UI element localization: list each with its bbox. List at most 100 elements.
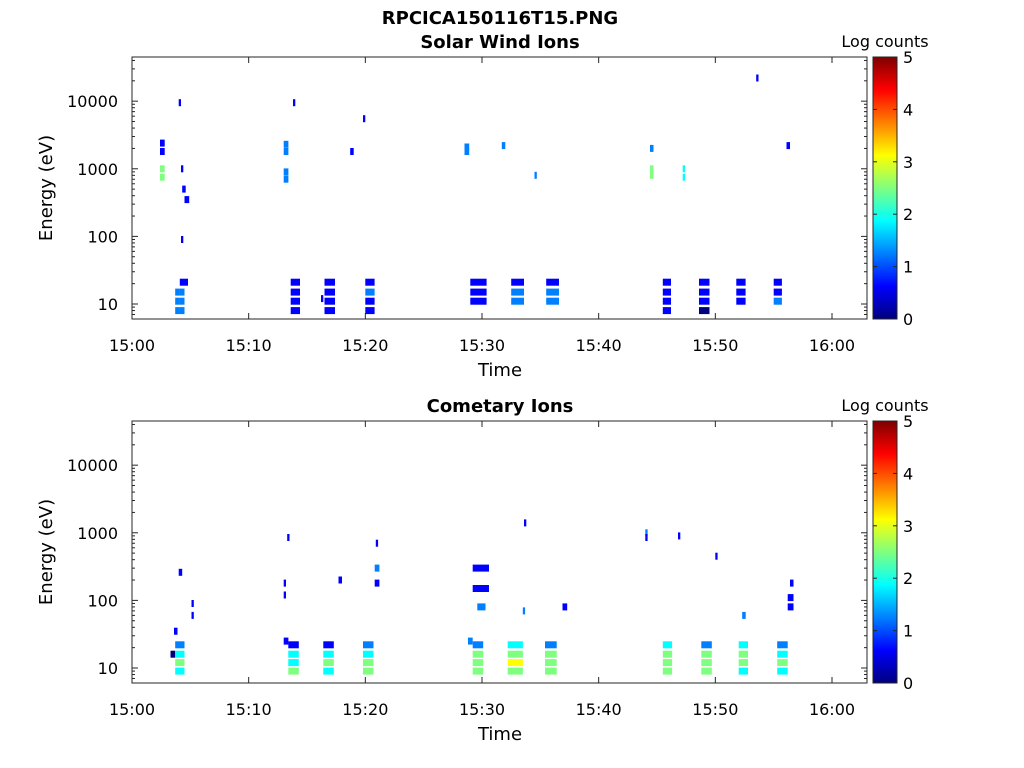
heatmap-cell — [472, 641, 484, 649]
colorbar — [872, 420, 898, 684]
heatmap-cell — [507, 650, 523, 658]
heatmap-cell — [662, 297, 671, 305]
heatmap-cell — [283, 175, 289, 183]
heatmap-cell — [323, 659, 334, 667]
heatmap-cell — [773, 288, 782, 296]
heatmap-cell — [365, 297, 375, 305]
figure-title: RPCICA150116T15.PNG — [382, 8, 618, 29]
heatmap-cell — [701, 659, 712, 667]
heatmap-cell — [365, 288, 375, 296]
heatmap-cell — [773, 297, 782, 305]
x-tick-label: 15:20 — [342, 700, 388, 719]
heatmap-cell — [787, 594, 794, 602]
y-tick-label: 10 — [98, 295, 118, 314]
heatmap-cell — [324, 307, 335, 315]
heatmap-cell — [324, 288, 335, 296]
heatmap-cell — [160, 148, 165, 155]
x-tick-label: 15:40 — [576, 700, 622, 719]
heatmap-cell — [179, 278, 185, 286]
heatmap-cell — [777, 667, 788, 675]
heatmap-cell — [175, 641, 185, 649]
heatmap-cell — [175, 659, 185, 667]
heatmap-cell — [283, 148, 289, 155]
y-tick-label: 1000 — [77, 160, 118, 179]
heatmap-cell — [738, 659, 748, 667]
heatmap-cell — [191, 600, 194, 607]
heatmap-cell — [777, 659, 788, 667]
colorbar-tick-label: 1 — [903, 622, 913, 641]
heatmap-cell — [662, 650, 673, 658]
heatmap-cell — [699, 307, 710, 315]
heatmap-cell — [470, 278, 487, 286]
heatmap-cell — [682, 173, 685, 181]
heatmap-cell — [283, 579, 286, 587]
heatmap-cell — [507, 641, 523, 649]
colorbar-tick-label: 5 — [903, 48, 913, 67]
heatmap-cell — [288, 650, 299, 658]
heatmap-cell — [522, 607, 526, 615]
heatmap-cell — [178, 568, 183, 576]
heatmap-cell — [546, 297, 559, 305]
heatmap-cell — [323, 641, 334, 649]
y-axis-label: Energy (eV) — [36, 499, 57, 605]
heatmap-cell — [699, 278, 710, 286]
y-tick-label: 1000 — [77, 524, 118, 543]
heatmap-cell — [175, 288, 180, 296]
heatmap-cell — [160, 173, 165, 181]
y-axis: 10 100 1000 10000 — [67, 59, 867, 320]
y-tick-label: 100 — [87, 591, 118, 610]
heatmap-cell — [736, 278, 746, 286]
x-axis-label: Time — [477, 724, 522, 745]
heatmap-cells — [160, 74, 790, 315]
colorbar-tick-label: 0 — [903, 310, 913, 329]
heatmap-cells — [170, 519, 794, 675]
panel-cometary: Cometary Ions 15:00 15:10 15:20 15:30 15:40 1… — [36, 396, 929, 745]
heatmap-cell — [736, 297, 746, 305]
heatmap-cell — [324, 297, 335, 305]
x-tick-label: 15:20 — [342, 336, 388, 355]
y-tick-label: 10 — [98, 659, 118, 678]
heatmap-cell — [790, 579, 794, 587]
y-tick-label: 100 — [87, 227, 118, 246]
heatmap-cell — [701, 641, 712, 649]
colorbar-label: Log counts — [841, 32, 928, 51]
heatmap-cell — [293, 99, 296, 107]
heatmap-cell — [290, 297, 300, 305]
heatmap-cell — [662, 659, 673, 667]
heatmap-cell — [283, 168, 289, 176]
heatmap-cell — [464, 148, 470, 155]
y-axis: 10 100 1000 10000 — [67, 423, 867, 684]
heatmap-cell — [742, 611, 746, 619]
heatmap-cell — [501, 142, 506, 150]
heatmap-cell — [472, 585, 489, 592]
heatmap-cell — [472, 564, 489, 572]
heatmap-cell — [470, 288, 487, 296]
heatmap-cell — [283, 140, 289, 148]
heatmap-cell — [363, 115, 366, 123]
x-tick-label: 15:10 — [226, 700, 272, 719]
heatmap-cell — [174, 627, 178, 635]
heatmap-cell — [363, 667, 374, 675]
heatmap-cell — [545, 641, 557, 649]
heatmap-cell — [365, 307, 375, 315]
heatmap-cell — [321, 295, 324, 303]
heatmap-cell — [477, 603, 486, 611]
heatmap-cell — [699, 288, 710, 296]
heatmap-cell — [374, 579, 380, 587]
heatmap-cell — [288, 667, 299, 675]
heatmap-cell — [524, 519, 527, 527]
heatmap-cell — [545, 650, 557, 658]
heatmap-cell — [175, 307, 180, 315]
heatmap-cell — [287, 534, 290, 541]
heatmap-cell — [290, 288, 300, 296]
panel-solar-wind: Solar Wind Ions 15:00 15:10 15:20 15:30 15:4… — [36, 32, 929, 381]
colorbar-tick-label: 3 — [903, 153, 913, 172]
heatmap-cell — [283, 637, 289, 645]
heatmap-cell — [773, 278, 782, 286]
heatmap-cell — [662, 641, 673, 649]
heatmap-cell — [468, 637, 473, 645]
heatmap-cell — [662, 667, 673, 675]
colorbar-tick-label: 4 — [903, 100, 913, 119]
heatmap-cell — [181, 236, 184, 243]
heatmap-cell — [662, 307, 671, 315]
